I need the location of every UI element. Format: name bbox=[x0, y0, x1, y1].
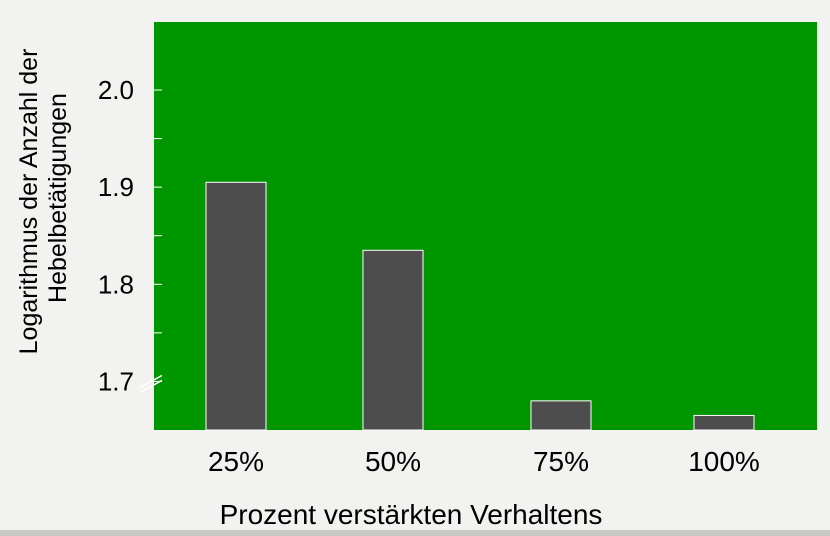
x-tick-label: 50% bbox=[365, 446, 421, 477]
y-tick-label: 2.0 bbox=[98, 75, 134, 105]
x-tick-label: 25% bbox=[208, 446, 264, 477]
y-axis-label-line-2: Hebelbetätigungen bbox=[44, 93, 72, 303]
x-tick-label: 75% bbox=[533, 446, 589, 477]
x-axis: 25% 50% 75% 100% bbox=[208, 446, 760, 477]
y-axis: 1.7 1.8 1.9 2.0 bbox=[98, 75, 163, 396]
x-axis-label: Prozent verstärkten Verhaltens bbox=[220, 499, 603, 530]
y-tick-label: 1.7 bbox=[98, 366, 134, 396]
axis-break-mark-lower bbox=[139, 379, 163, 394]
y-tick-label: 1.9 bbox=[98, 172, 134, 202]
y-axis-label: Logarithmus der Anzahl der Hebelbetätigu… bbox=[15, 42, 72, 355]
bar-2 bbox=[362, 249, 424, 431]
bar-4 bbox=[693, 414, 755, 431]
bar-series bbox=[205, 181, 755, 431]
bar-3 bbox=[530, 400, 592, 431]
y-axis-label-line-1: Logarithmus der Anzahl der bbox=[15, 49, 43, 355]
bottom-strip bbox=[0, 530, 830, 536]
y-tick-label: 1.8 bbox=[98, 269, 134, 299]
bar-1 bbox=[205, 181, 267, 431]
axis-break-mark-upper bbox=[139, 374, 163, 389]
x-tick-label: 100% bbox=[688, 446, 760, 477]
